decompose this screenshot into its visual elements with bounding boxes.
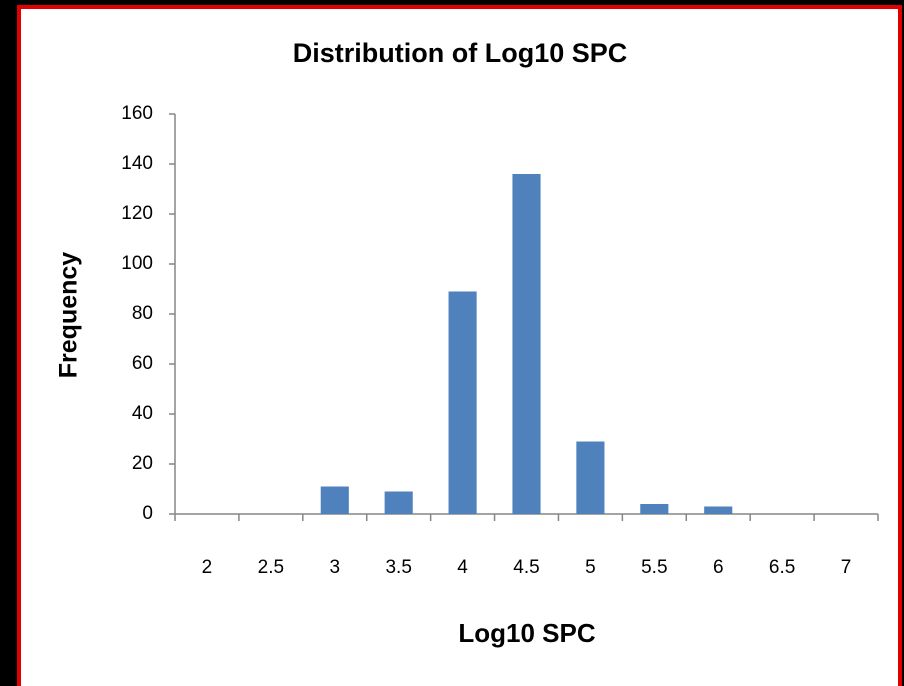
x-tick-label: 3.5 <box>385 557 411 578</box>
bar <box>576 441 605 514</box>
x-tick-label: 7 <box>841 557 852 578</box>
bar <box>704 506 733 514</box>
y-tick-label: 100 <box>121 253 153 274</box>
y-tick-label: 0 <box>142 503 153 524</box>
bar <box>640 504 669 514</box>
x-tick-label: 2.5 <box>258 557 284 578</box>
y-tick-label: 80 <box>132 303 153 324</box>
y-tick-label: 60 <box>132 353 153 374</box>
x-axis-label: Log10 SPC <box>458 618 595 648</box>
x-tick-label: 2 <box>202 557 213 578</box>
x-tick-label: 3 <box>329 557 340 578</box>
y-tick-label: 40 <box>132 403 153 424</box>
x-tick-label: 6.5 <box>769 557 795 578</box>
x-tick-label: 4.5 <box>513 557 539 578</box>
chart-title: Distribution of Log10 SPC <box>293 38 628 68</box>
y-tick-label: 20 <box>132 453 153 474</box>
x-tick-label: 6 <box>713 557 724 578</box>
x-tick-label: 5.5 <box>641 557 667 578</box>
bar <box>384 491 413 514</box>
y-tick-label: 160 <box>121 103 153 124</box>
x-tick-label: 4 <box>457 557 468 578</box>
bar <box>448 291 477 514</box>
y-tick-label: 140 <box>121 153 153 174</box>
bar <box>320 486 349 514</box>
x-tick-label: 5 <box>585 557 596 578</box>
bar <box>512 174 541 514</box>
y-tick-label: 120 <box>121 203 153 224</box>
y-axis-label: Frequency <box>55 252 83 379</box>
